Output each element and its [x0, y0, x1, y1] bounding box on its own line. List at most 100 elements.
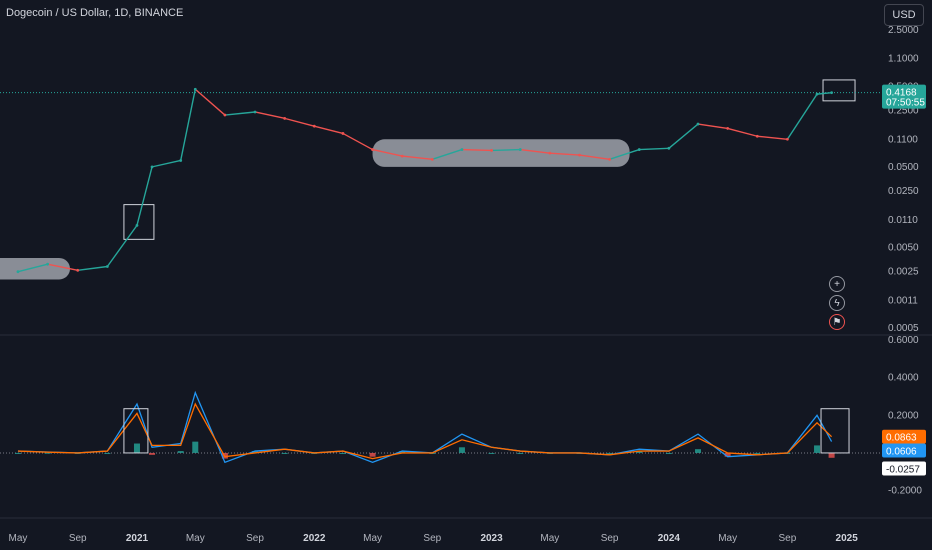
histogram-bar: [517, 452, 524, 454]
price-point: [755, 134, 759, 138]
time-tick-label: Sep: [69, 533, 87, 544]
histogram-bar: [149, 452, 156, 455]
price-segment: [106, 224, 138, 267]
highlight-box: [123, 408, 149, 454]
price-point: [667, 146, 671, 150]
histogram-bar: [281, 452, 288, 454]
histogram-bar: [636, 451, 643, 453]
histogram-bar: [14, 452, 21, 454]
osc-tick-label: -0.2000: [888, 486, 922, 497]
macd-tag-value: 0.0606: [886, 447, 917, 458]
price-segment: [579, 154, 610, 161]
time-tick-label: May: [540, 533, 559, 544]
price-point: [608, 157, 612, 161]
price-tick-label: 0.2500: [888, 106, 919, 117]
price-segment: [786, 93, 818, 140]
price-segment: [194, 88, 226, 116]
price-segment: [520, 148, 550, 154]
price-segment: [549, 152, 580, 156]
lightning-icon[interactable]: ϟ: [829, 295, 845, 311]
price-segment: [639, 147, 669, 151]
time-tick-label: May: [363, 533, 382, 544]
consolidation-highlight: [0, 257, 70, 280]
price-tag-value: 0.4168: [886, 88, 917, 99]
price-point: [785, 137, 789, 141]
histogram-bar: [44, 452, 51, 454]
price-segment: [816, 91, 832, 95]
time-tick-label: 2021: [126, 533, 149, 544]
histogram-tag: [882, 461, 926, 476]
highlight-box: [123, 204, 155, 240]
price-segment: [609, 148, 640, 161]
price-point: [637, 148, 641, 151]
price-segment: [461, 148, 492, 152]
price-segment: [254, 111, 285, 120]
signal-line: [17, 402, 833, 460]
price-segment: [491, 148, 521, 152]
flag-icon[interactable]: ⚑: [829, 314, 845, 330]
price-point: [16, 270, 20, 274]
price-segment: [224, 111, 256, 116]
price-tick-label: 1.1000: [888, 54, 919, 65]
macd-tag: [882, 443, 926, 458]
histogram-bar: [252, 451, 259, 453]
price-point: [830, 91, 833, 95]
price-point: [460, 148, 464, 151]
price-segment: [342, 132, 373, 151]
price-point: [76, 268, 80, 272]
price-segment: [180, 89, 196, 161]
price-point: [105, 265, 109, 268]
osc-tick-label: 0.6000: [888, 335, 919, 346]
histogram-bar: [814, 445, 821, 453]
currency-button[interactable]: USD: [884, 4, 924, 26]
plus-icon[interactable]: +: [829, 276, 845, 292]
price-tick-label: 0.0011: [888, 295, 918, 306]
price-point: [193, 87, 197, 91]
price-point: [179, 159, 183, 162]
time-tick-label: 2022: [303, 533, 326, 544]
price-segment: [757, 135, 788, 140]
price-point: [490, 149, 493, 152]
time-tick-label: May: [186, 533, 205, 544]
time-tick-label: 2025: [836, 533, 859, 544]
countdown-value: 07:50:55: [886, 98, 925, 109]
price-tick-label: 0.0005: [888, 323, 919, 334]
price-point: [578, 153, 581, 157]
histogram-bar: [828, 452, 835, 458]
price-segment: [432, 148, 463, 161]
signal-tag: [882, 429, 926, 444]
signal-tag-value: 0.0863: [886, 433, 917, 444]
histogram-bar: [104, 452, 111, 454]
time-tick-label: May: [718, 533, 737, 544]
osc-tick-label: 0.2000: [888, 410, 919, 421]
price-tick-label: 2.5000: [888, 25, 919, 36]
price-segment: [697, 123, 728, 130]
price-segment: [136, 166, 153, 226]
price-segment: [668, 123, 699, 149]
histogram-bar: [369, 452, 376, 457]
histogram-bar: [133, 443, 140, 453]
histogram-bar: [724, 452, 731, 457]
price-point: [518, 148, 522, 151]
price-tick-label: 0.0025: [888, 267, 919, 278]
price-segment: [727, 127, 758, 137]
histogram-bar: [192, 441, 199, 453]
price-point: [371, 148, 374, 151]
price-segment: [372, 148, 403, 157]
price-point: [548, 151, 552, 155]
price-tick-label: 0.1100: [888, 134, 918, 145]
price-point: [815, 92, 819, 96]
histogram-bar: [339, 452, 346, 454]
price-point: [430, 157, 434, 161]
price-tick-label: 0.0500: [888, 162, 919, 173]
price-segment: [284, 117, 315, 127]
time-tick-label: 2023: [480, 533, 503, 544]
histogram-bar: [458, 447, 465, 453]
histogram-bar: [177, 451, 184, 453]
price-point: [726, 127, 730, 130]
price-point: [312, 124, 316, 128]
price-segment: [47, 263, 78, 272]
histogram-bar: [399, 451, 406, 453]
price-point: [696, 122, 700, 126]
